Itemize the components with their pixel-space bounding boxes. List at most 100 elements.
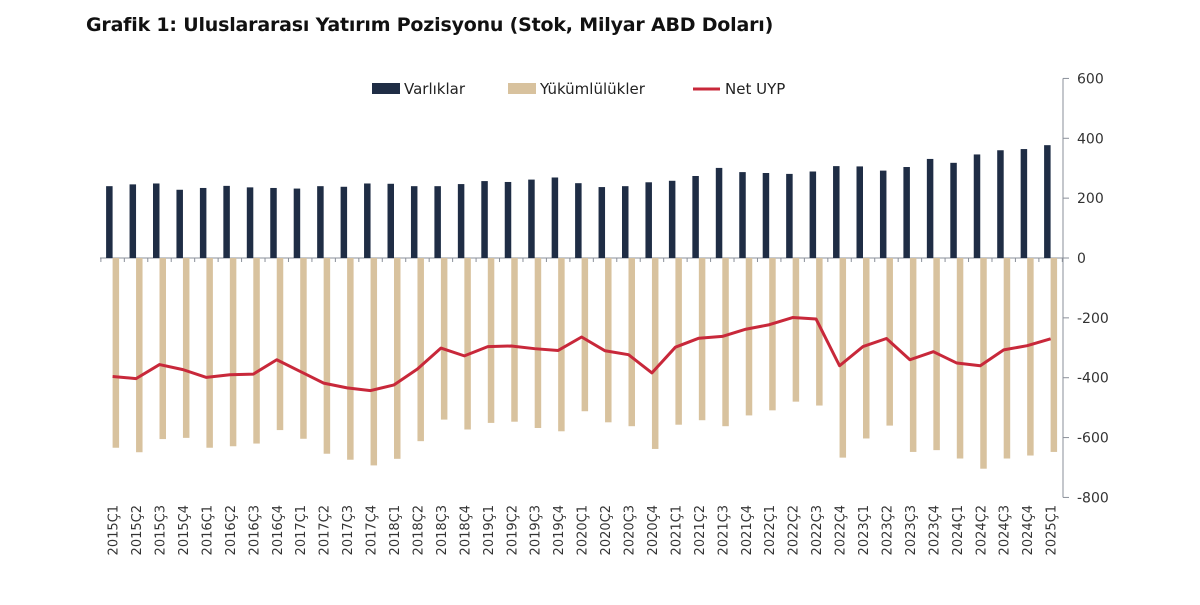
bar-varliklar	[715, 167, 723, 258]
bar-varliklar	[129, 184, 137, 258]
bar-varliklar	[246, 187, 254, 258]
bar-yukumlulukler	[370, 258, 378, 466]
bar-yukumlulukler	[628, 258, 635, 427]
bar-varliklar	[692, 175, 699, 258]
x-tick-label: 2023Ç3	[904, 505, 919, 555]
x-tick-label: 2018Ç3	[435, 505, 450, 555]
bar-varliklar	[856, 166, 863, 258]
bar-yukumlulukler	[722, 258, 729, 427]
bar-yukumlulukler	[182, 258, 190, 438]
x-tick-label: 2022Ç1	[763, 505, 778, 555]
bar-yukumlulukler	[276, 258, 284, 431]
bar-varliklar	[481, 181, 488, 258]
x-tick-label: 2015Ç4	[177, 505, 192, 555]
bar-yukumlulukler	[558, 258, 565, 432]
x-tick-label: 2022Ç3	[810, 505, 825, 555]
x-tick-label: 2020Ç3	[623, 505, 638, 555]
bar-varliklar	[997, 150, 1004, 258]
bar-yukumlulukler	[487, 258, 495, 423]
chart-title: Grafik 1: Uluslararası Yatırım Pozisyonu…	[86, 14, 774, 36]
x-tick-label: 2024Ç4	[1021, 505, 1036, 555]
x-tick-label: 2020Ç1	[576, 505, 591, 555]
y-tick-label: -200	[1077, 311, 1109, 327]
x-tick-label: 2020Ç4	[646, 505, 661, 555]
bar-yukumlulukler	[651, 258, 659, 449]
bar-varliklar	[809, 171, 817, 258]
bar-varliklar	[223, 185, 230, 258]
x-tick-label: 2021Ç4	[740, 505, 755, 555]
x-tick-label: 2015Ç1	[107, 505, 122, 555]
x-tick-label: 2024Ç3	[998, 505, 1013, 555]
legend-label-yukumlulukler: Yükümlülükler	[539, 80, 646, 98]
bar-yukumlulukler	[1003, 258, 1011, 459]
x-tick-label: 2017Ç3	[341, 505, 356, 555]
bar-yukumlulukler	[581, 258, 589, 412]
x-tick-label: 2016Ç3	[247, 505, 262, 555]
bar-varliklar	[622, 186, 629, 258]
bar-yukumlulukler	[464, 258, 471, 430]
bar-varliklar	[340, 186, 348, 258]
bar-varliklar	[153, 183, 160, 258]
legend-swatch-yukumlulukler	[508, 83, 536, 94]
y-tick-label: -600	[1077, 431, 1109, 447]
bar-yukumlulukler	[792, 258, 800, 402]
legend-label-varliklar: Varlıklar	[404, 80, 466, 98]
x-tick-label: 2023Ç1	[857, 505, 872, 555]
bar-varliklar	[668, 180, 676, 258]
bar-yukumlulukler	[745, 258, 753, 416]
bar-yukumlulukler	[206, 258, 213, 448]
x-tick-label: 2023Ç4	[927, 505, 942, 555]
bar-yukumlulukler	[347, 258, 354, 460]
bar-varliklar	[410, 186, 418, 258]
bar-yukumlulukler	[1027, 258, 1034, 456]
bar-yukumlulukler	[511, 258, 518, 422]
x-tick-label: 2018Ç2	[411, 505, 426, 555]
x-tick-label: 2019Ç4	[552, 505, 567, 555]
x-tick-label: 2022Ç2	[787, 505, 802, 555]
bar-varliklar	[528, 179, 535, 258]
x-tick-label: 2019Ç3	[529, 505, 544, 555]
x-tick-label: 2021Ç1	[669, 505, 684, 555]
x-tick-label: 2021Ç3	[716, 505, 731, 555]
y-tick-label: -800	[1077, 490, 1109, 506]
bar-varliklar	[973, 154, 981, 258]
x-tick-label: 2017Ç1	[294, 505, 309, 555]
x-tick-label: 2018Ç1	[388, 505, 403, 555]
bar-varliklar	[879, 170, 887, 258]
bar-yukumlulukler	[253, 258, 260, 444]
y-tick-label: 0	[1077, 251, 1086, 267]
bar-yukumlulukler	[1050, 258, 1058, 452]
bar-yukumlulukler	[816, 258, 823, 406]
x-tick-label: 2021Ç2	[693, 505, 708, 555]
x-tick-label: 2017Ç2	[318, 505, 333, 555]
bar-varliklar	[293, 188, 301, 258]
bar-varliklar	[106, 186, 113, 258]
bar-yukumlulukler	[909, 258, 917, 452]
y-tick-label: 400	[1077, 131, 1104, 147]
x-tick-label: 2018Ç4	[458, 505, 473, 555]
x-tick-label: 2020Ç2	[599, 505, 614, 555]
bar-varliklar	[199, 187, 207, 258]
bar-yukumlulukler	[839, 258, 847, 458]
bar-yukumlulukler	[605, 258, 612, 423]
x-tick-label: 2024Ç2	[974, 505, 989, 555]
x-tick-label: 2017Ç4	[365, 505, 380, 555]
x-tick-label: 2016Ç4	[271, 505, 286, 555]
x-tick-label: 2015Ç2	[130, 505, 145, 555]
bar-yukumlulukler	[229, 258, 237, 447]
bar-varliklar	[762, 173, 770, 258]
bar-yukumlulukler	[769, 258, 776, 411]
bar-yukumlulukler	[159, 258, 166, 440]
bar-varliklar	[551, 177, 559, 258]
bar-varliklar	[598, 187, 606, 258]
bar-varliklar	[434, 186, 441, 258]
x-tick-label: 2019Ç2	[505, 505, 520, 555]
y-tick-label: -400	[1077, 371, 1109, 387]
x-tick-label: 2019Ç1	[482, 505, 497, 555]
bar-varliklar	[364, 183, 371, 258]
x-tick-label: 2024Ç1	[951, 505, 966, 555]
bar-varliklar	[950, 162, 957, 258]
bar-yukumlulukler	[863, 258, 870, 439]
bar-yukumlulukler	[112, 258, 120, 448]
